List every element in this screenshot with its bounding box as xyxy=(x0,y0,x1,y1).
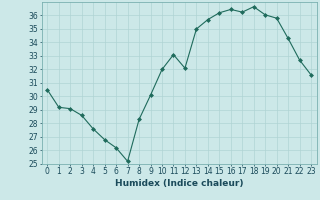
X-axis label: Humidex (Indice chaleur): Humidex (Indice chaleur) xyxy=(115,179,244,188)
